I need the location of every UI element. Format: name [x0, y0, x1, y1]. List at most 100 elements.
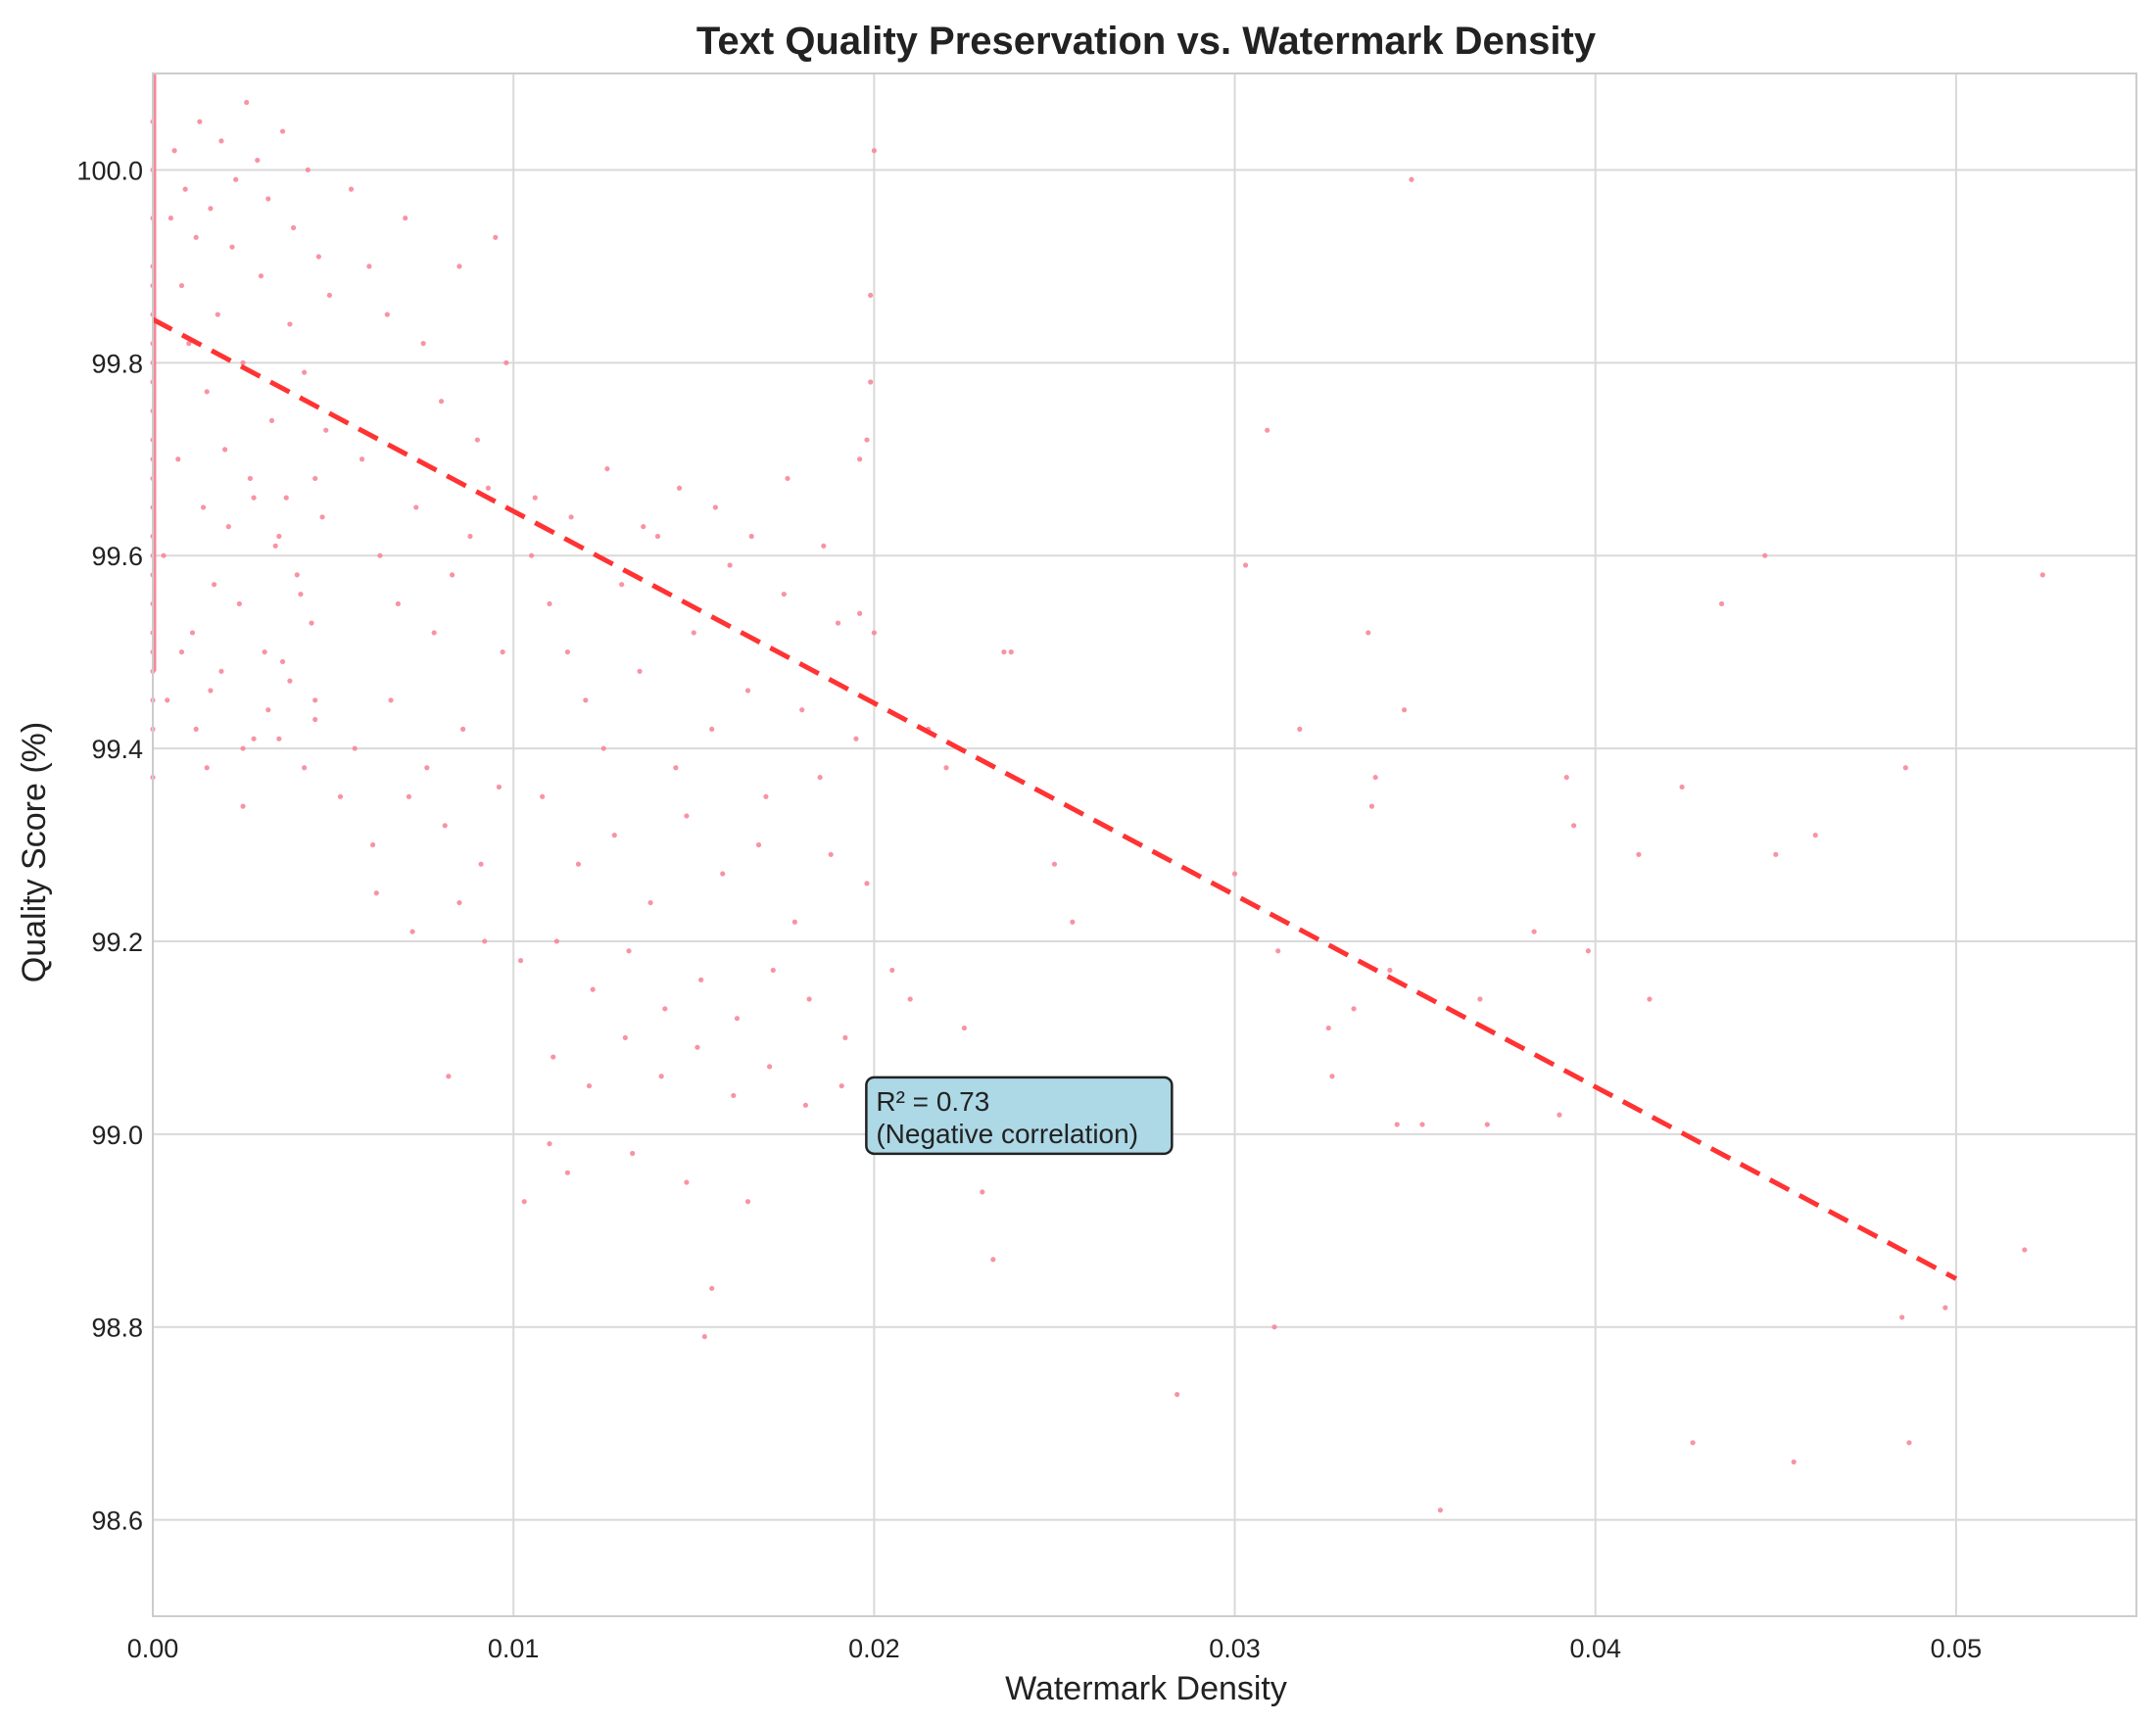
x-tick-label: 0.00 [127, 1634, 179, 1663]
data-point [442, 823, 448, 829]
data-point [478, 861, 484, 867]
data-point [406, 793, 412, 799]
data-point [630, 1150, 636, 1157]
data-point [369, 841, 376, 848]
data-point [1368, 803, 1375, 809]
data-point [709, 1285, 715, 1291]
data-point [907, 996, 913, 1002]
data-point [547, 1141, 552, 1147]
data-point [240, 745, 246, 751]
r-squared-annotation: R² = 0.73 (Negative correlation) [865, 1076, 1174, 1156]
data-point [302, 765, 308, 771]
data-point [485, 485, 492, 491]
y-tick-label: 100.0 [76, 156, 143, 185]
data-point [744, 1199, 751, 1205]
data-point [821, 543, 827, 549]
data-point [279, 128, 286, 134]
data-point [175, 456, 181, 462]
data-point [204, 765, 210, 771]
data-point [420, 341, 426, 347]
data-point [698, 977, 704, 982]
data-point [309, 620, 314, 626]
data-point [673, 765, 679, 771]
data-point [626, 948, 632, 954]
data-point [1409, 176, 1414, 182]
data-point [1812, 833, 1818, 838]
data-point [676, 485, 683, 491]
data-point [1365, 630, 1371, 636]
data-point [211, 582, 217, 588]
data-point [1563, 774, 1569, 781]
data-point [1394, 1122, 1400, 1127]
data-point [446, 1074, 452, 1079]
y-tick-label: 98.6 [91, 1507, 143, 1536]
data-point [1690, 1440, 1696, 1446]
data-point [215, 311, 220, 317]
data-point [943, 765, 949, 771]
data-point [2039, 572, 2045, 578]
data-point [1387, 967, 1393, 974]
data-point [255, 157, 261, 164]
x-tick-label: 0.04 [1569, 1634, 1621, 1663]
data-point [161, 552, 167, 558]
data-point [637, 668, 643, 674]
data-point [326, 292, 333, 299]
data-point [1571, 823, 1577, 829]
data-point [564, 649, 571, 655]
data-point [395, 600, 401, 607]
data-point [302, 369, 308, 375]
data-point [791, 919, 797, 925]
data-point [460, 726, 466, 732]
data-point [409, 929, 415, 934]
data-point [1773, 851, 1779, 857]
annotation-r-squared: R² = 0.73 [876, 1086, 989, 1117]
data-point [283, 495, 289, 501]
data-point [817, 774, 823, 781]
data-point [1325, 1025, 1331, 1031]
data-point [662, 1006, 668, 1012]
data-point [388, 697, 394, 703]
data-point [171, 148, 177, 154]
data-point [503, 359, 509, 365]
data-point [352, 745, 358, 751]
data-point [521, 1199, 527, 1205]
data-point [1419, 1122, 1425, 1127]
data-point [1647, 996, 1653, 1002]
data-point [236, 600, 242, 607]
data-point [838, 1082, 844, 1089]
data-point [225, 524, 231, 530]
data-point [218, 138, 224, 144]
data-point [540, 793, 546, 799]
data-point [323, 427, 329, 433]
y-tick-labels: 98.6 98.8 99.0 99.2 99.4 99.6 99.8 100.0 [76, 156, 143, 1535]
data-point [611, 833, 617, 838]
data-point [312, 475, 318, 482]
data-point [247, 475, 254, 482]
data-point [647, 899, 653, 906]
data-point [658, 1074, 664, 1079]
data-point [315, 254, 321, 260]
data-point [532, 495, 538, 501]
data-point [1372, 774, 1378, 781]
data-point [691, 630, 696, 636]
data-point [1242, 562, 1249, 568]
x-tick-label: 0.01 [488, 1634, 540, 1663]
data-point [1231, 871, 1238, 877]
data-point [1001, 649, 1007, 655]
data-point [990, 1257, 996, 1263]
data-point [189, 630, 196, 636]
data-point [337, 793, 344, 799]
data-point [276, 533, 282, 540]
data-point [1679, 784, 1685, 790]
data-point [200, 504, 207, 510]
data-point [467, 533, 473, 540]
data-point [265, 196, 271, 202]
data-point [781, 591, 787, 598]
data-point [182, 186, 188, 192]
data-point [178, 649, 185, 655]
annotation-correlation-note: (Negative correlation) [876, 1119, 1138, 1149]
y-axis-label: Quality Score (%) [16, 722, 53, 982]
y-tick-label: 99.6 [91, 542, 143, 571]
